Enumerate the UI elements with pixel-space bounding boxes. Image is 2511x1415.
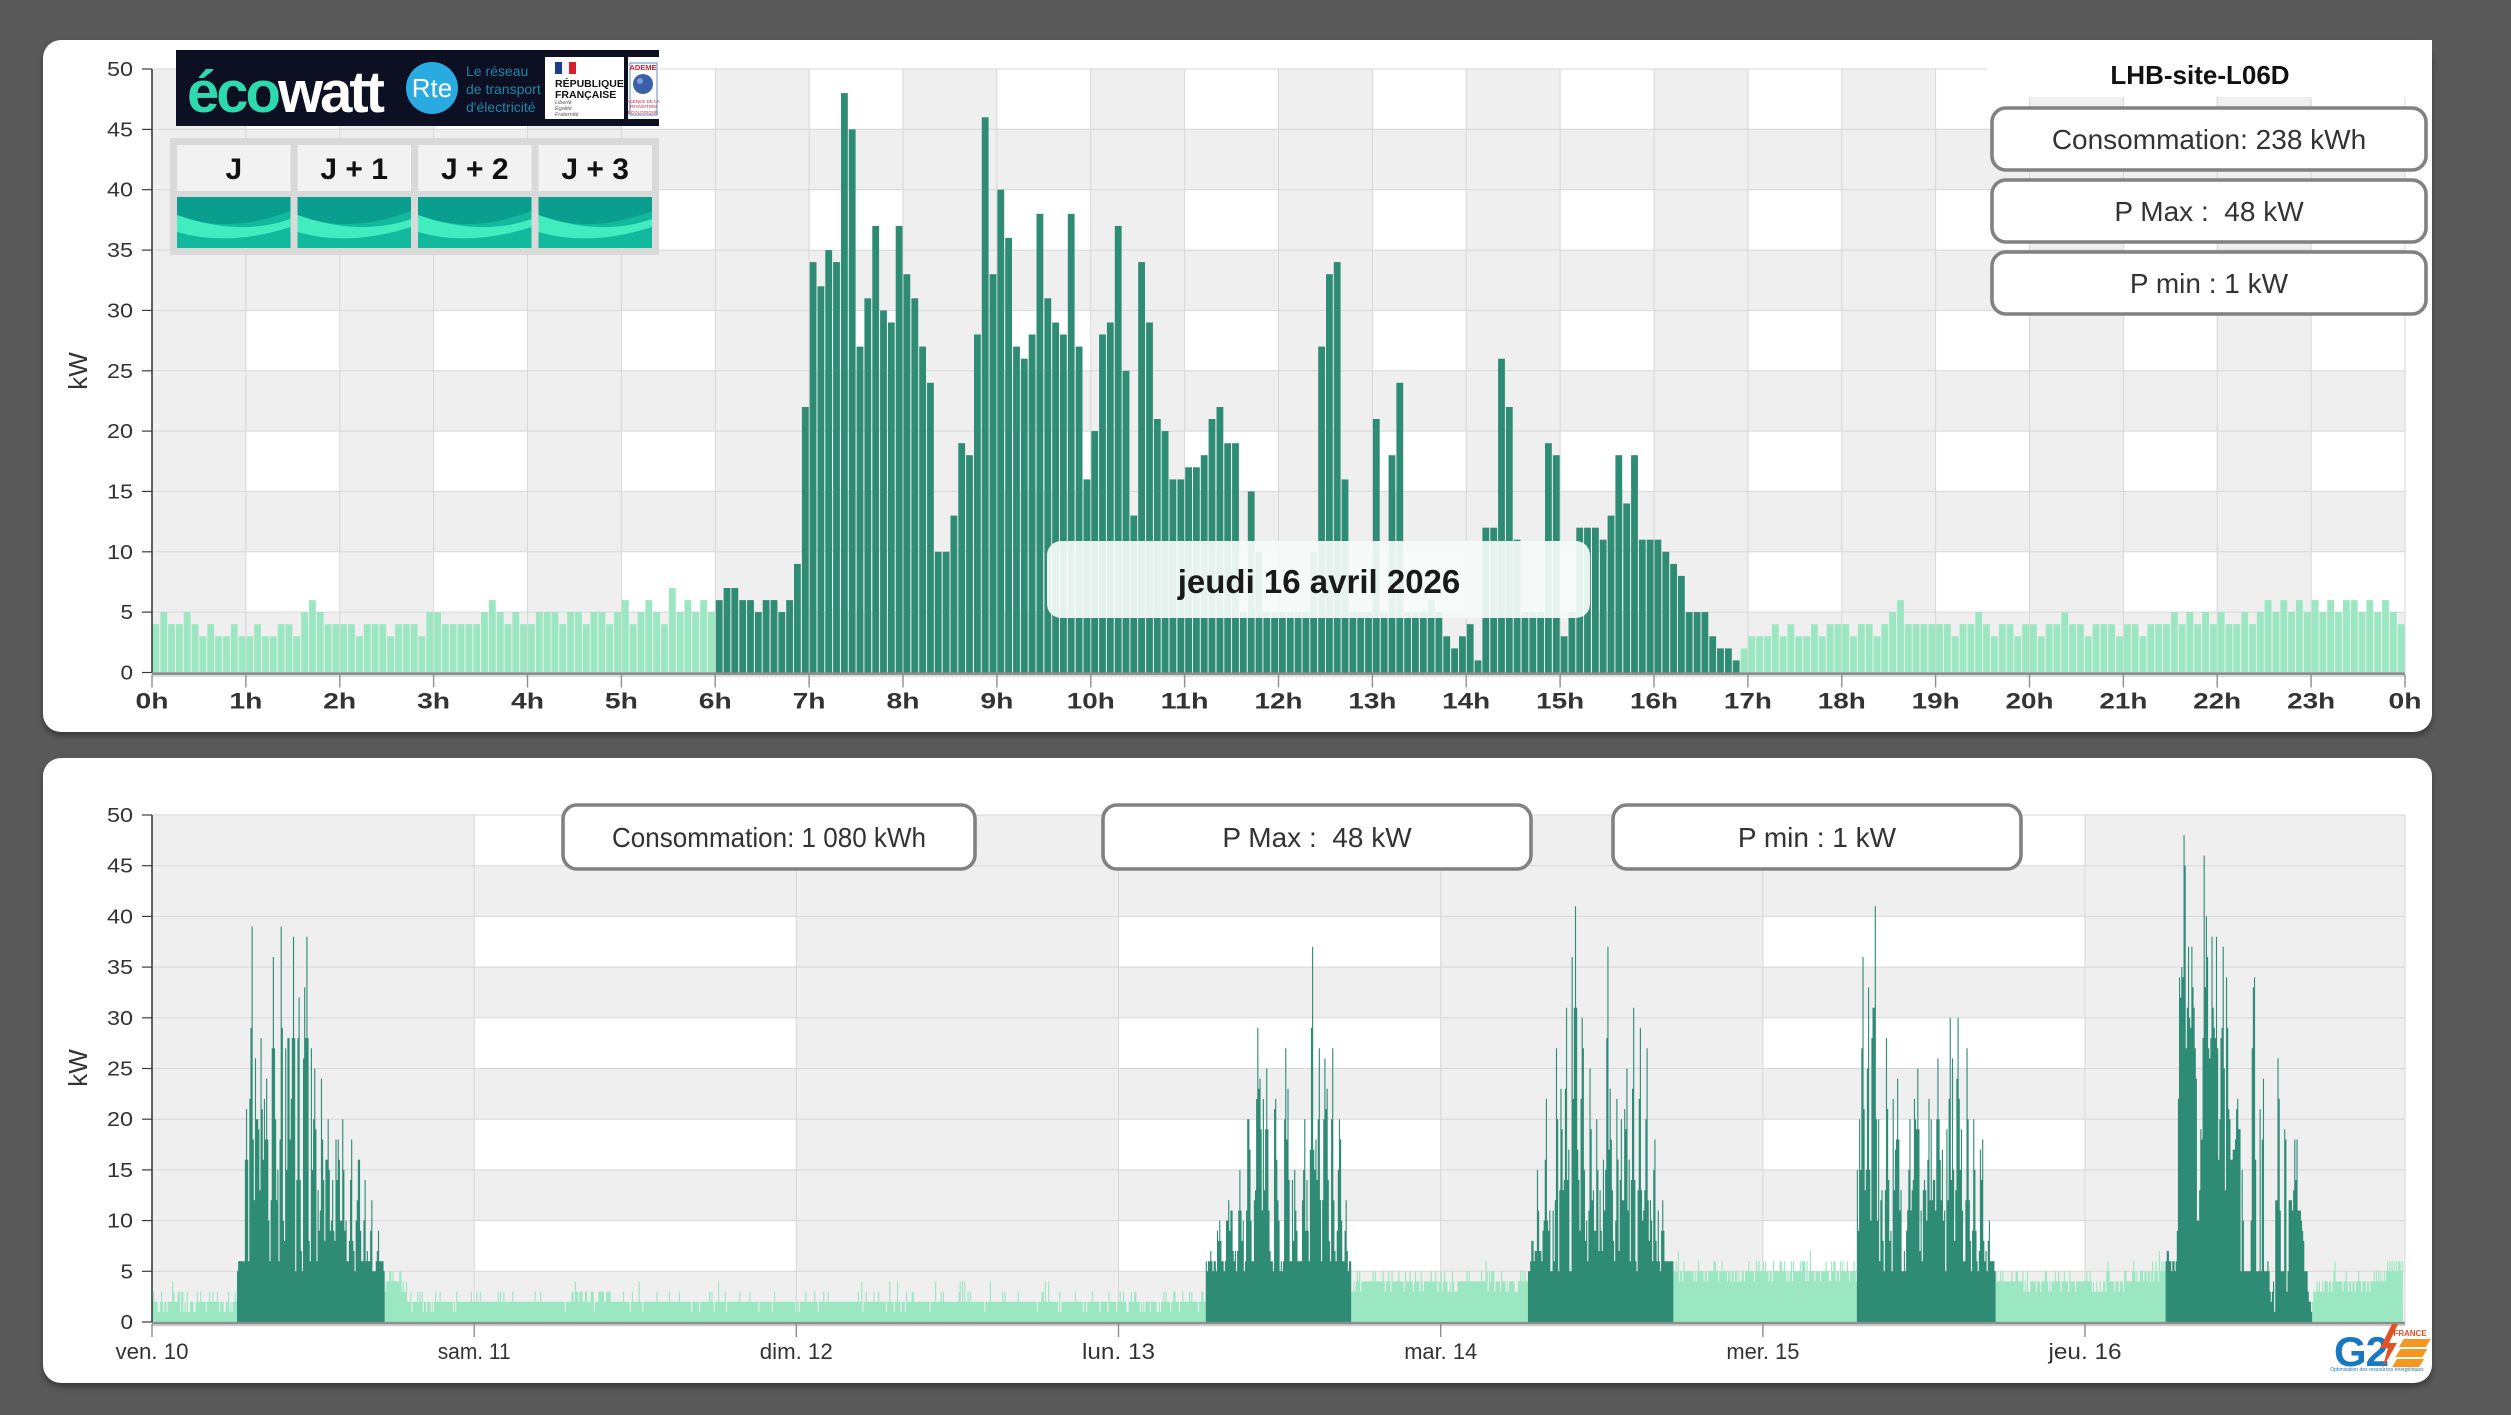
svg-text:1h: 1h bbox=[229, 689, 262, 714]
svg-text:G2: G2 bbox=[2334, 1328, 2388, 1375]
svg-text:5: 5 bbox=[121, 602, 134, 624]
svg-text:Consommation: 238 kWh: Consommation: 238 kWh bbox=[2052, 124, 2366, 155]
svg-text:2h: 2h bbox=[323, 689, 356, 714]
svg-text:40: 40 bbox=[107, 906, 133, 928]
svg-text:Liberté: Liberté bbox=[555, 100, 572, 106]
svg-text:5: 5 bbox=[121, 1261, 134, 1283]
svg-text:Rte: Rte bbox=[412, 73, 452, 103]
svg-text:12h: 12h bbox=[1255, 689, 1303, 714]
svg-text:J: J bbox=[225, 153, 242, 186]
svg-text:Consommation: 1 080 kWh: Consommation: 1 080 kWh bbox=[612, 822, 926, 853]
svg-text:45: 45 bbox=[107, 856, 133, 878]
svg-text:P Max : 48 kW: P Max : 48 kW bbox=[1222, 822, 1412, 853]
svg-text:16h: 16h bbox=[1630, 689, 1678, 714]
svg-text:lun. 13: lun. 13 bbox=[1082, 1339, 1155, 1364]
svg-text:FRANCE: FRANCE bbox=[2393, 1329, 2427, 1338]
svg-text:9h: 9h bbox=[980, 689, 1013, 714]
svg-text:mar. 14: mar. 14 bbox=[1404, 1339, 1477, 1364]
svg-text:30: 30 bbox=[107, 300, 133, 322]
svg-text:P min : 1 kW: P min : 1 kW bbox=[2130, 268, 2289, 299]
svg-text:J + 1: J + 1 bbox=[320, 153, 388, 186]
svg-text:0: 0 bbox=[121, 1312, 134, 1334]
svg-text:RÉPUBLIQUE: RÉPUBLIQUE bbox=[555, 77, 624, 90]
svg-text:de transport: de transport bbox=[466, 81, 541, 97]
svg-text:LHB-site-L06D: LHB-site-L06D bbox=[2110, 60, 2289, 90]
svg-text:jeudi 16 avril 2026: jeudi 16 avril 2026 bbox=[1177, 563, 1461, 600]
svg-text:P min : 1 kW: P min : 1 kW bbox=[1738, 822, 1897, 853]
svg-text:P Max : 48 kW: P Max : 48 kW bbox=[2114, 196, 2304, 227]
svg-text:15: 15 bbox=[107, 481, 133, 503]
svg-text:ven. 10: ven. 10 bbox=[116, 1339, 189, 1364]
svg-text:4h: 4h bbox=[511, 689, 544, 714]
svg-text:21h: 21h bbox=[2099, 689, 2147, 714]
svg-text:22h: 22h bbox=[2193, 689, 2241, 714]
svg-text:25: 25 bbox=[107, 361, 133, 383]
svg-text:jeu. 16: jeu. 16 bbox=[2047, 1339, 2121, 1364]
svg-text:10: 10 bbox=[107, 1211, 133, 1233]
svg-text:35: 35 bbox=[107, 957, 133, 979]
svg-text:TRANSITION: TRANSITION bbox=[629, 104, 656, 109]
svg-text:ADEME: ADEME bbox=[629, 63, 656, 72]
svg-text:15h: 15h bbox=[1536, 689, 1584, 714]
svg-text:J + 3: J + 3 bbox=[561, 153, 629, 186]
svg-text:30: 30 bbox=[107, 1008, 133, 1030]
svg-text:kW: kW bbox=[63, 352, 93, 390]
svg-text:0h: 0h bbox=[136, 689, 169, 714]
svg-text:kW: kW bbox=[63, 1049, 93, 1087]
svg-text:8h: 8h bbox=[887, 689, 920, 714]
svg-text:Fraternité: Fraternité bbox=[555, 112, 579, 118]
svg-text:AGENCE DE LA: AGENCE DE LA bbox=[626, 99, 659, 104]
svg-text:d'électricité: d'électricité bbox=[466, 99, 536, 115]
svg-text:6h: 6h bbox=[699, 689, 732, 714]
svg-text:0: 0 bbox=[121, 663, 134, 685]
svg-text:40: 40 bbox=[107, 180, 133, 202]
svg-text:Optimisation des ressources én: Optimisation des ressources énergétiques bbox=[2330, 1367, 2424, 1373]
svg-text:ÉCOLOGIQUE: ÉCOLOGIQUE bbox=[628, 109, 658, 115]
svg-text:10h: 10h bbox=[1067, 689, 1115, 714]
svg-text:17h: 17h bbox=[1724, 689, 1772, 714]
svg-text:7h: 7h bbox=[793, 689, 826, 714]
svg-text:3h: 3h bbox=[417, 689, 450, 714]
svg-text:18h: 18h bbox=[1818, 689, 1866, 714]
svg-text:23h: 23h bbox=[2287, 689, 2335, 714]
svg-text:5h: 5h bbox=[605, 689, 638, 714]
svg-text:FRANÇAISE: FRANÇAISE bbox=[555, 89, 616, 101]
svg-text:25: 25 bbox=[107, 1059, 133, 1081]
svg-text:20: 20 bbox=[107, 1109, 133, 1131]
svg-text:0h: 0h bbox=[2389, 689, 2422, 714]
svg-text:45: 45 bbox=[107, 119, 133, 141]
svg-text:sam. 11: sam. 11 bbox=[438, 1339, 511, 1364]
svg-text:dim. 12: dim. 12 bbox=[760, 1339, 833, 1364]
svg-text:20: 20 bbox=[107, 421, 133, 443]
svg-text:Égalité: Égalité bbox=[555, 105, 572, 112]
svg-text:50: 50 bbox=[107, 805, 133, 827]
svg-text:10: 10 bbox=[107, 542, 133, 564]
svg-text:14h: 14h bbox=[1442, 689, 1490, 714]
svg-text:35: 35 bbox=[107, 240, 133, 262]
svg-text:19h: 19h bbox=[1912, 689, 1960, 714]
svg-text:J + 2: J + 2 bbox=[441, 153, 509, 186]
svg-text:20h: 20h bbox=[2006, 689, 2054, 714]
svg-text:écowatt: écowatt bbox=[187, 60, 385, 125]
svg-text:13h: 13h bbox=[1348, 689, 1396, 714]
svg-text:mer. 15: mer. 15 bbox=[1726, 1339, 1799, 1364]
svg-text:Le réseau: Le réseau bbox=[466, 63, 528, 79]
svg-text:50: 50 bbox=[107, 59, 133, 81]
svg-text:11h: 11h bbox=[1161, 689, 1209, 714]
svg-text:15: 15 bbox=[107, 1160, 133, 1182]
